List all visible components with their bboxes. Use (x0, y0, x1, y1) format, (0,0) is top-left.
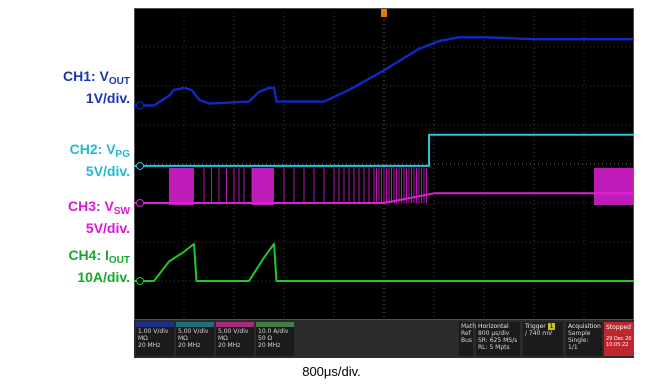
ch2-sub: PG (115, 149, 130, 160)
horizontal-panel[interactable]: Horizontal 800 µs/div SR: 625 MS/s RL: 5… (476, 322, 520, 356)
ch3-status[interactable]: 5.00 V/div MΩ 20 MHz (216, 322, 254, 356)
stop-time: 10:05:22 (606, 342, 629, 348)
ch3-label: CH3: VSW 5V/div. (68, 198, 130, 236)
ch2-ground-marker (136, 161, 144, 170)
waveform-plot (134, 8, 634, 320)
ch1-ground-marker (136, 101, 144, 110)
ref-label: Ref (461, 330, 471, 337)
acquisition-count: Single: 1/1 (568, 337, 589, 351)
stopped-label: Stopped (606, 324, 631, 331)
record-length: RL: 5 Mpts (478, 344, 510, 351)
switching-bursts (169, 167, 634, 205)
switching-burst (169, 167, 194, 205)
ch4-label: CH4: IOUT 10A/div. (68, 247, 130, 285)
stopped-indicator[interactable]: Stopped 29 Dec 20 10:05:22 (604, 322, 634, 356)
trace-ch3 (134, 192, 634, 204)
ch2-status-impedance: MΩ (178, 335, 188, 342)
trace-ch4 (134, 242, 634, 282)
math-ref-bus-button[interactable]: Math Ref Bus (459, 322, 477, 356)
ch3-status-bw: 20 MHz (218, 342, 241, 349)
waveform-traces (134, 36, 634, 282)
ch3-status-scale: 5.00 V/div (218, 328, 249, 335)
ch1-scale: 1V/div. (85, 90, 130, 106)
ch4-scale: 10A/div. (77, 269, 130, 285)
time-per-div-caption: 800μs/div. (302, 364, 361, 379)
graticule-border (134, 8, 634, 320)
trigger-panel[interactable]: Trigger 1 / 740 mV (523, 322, 563, 356)
status-bar: 1.00 V/div MΩ 20 MHz 5.00 V/div MΩ 20 MH… (134, 320, 634, 358)
acquisition-title: Acquisition (568, 323, 601, 330)
ch4-name: CH4: I (68, 247, 109, 263)
ch4-sub: OUT (108, 255, 130, 266)
trigger-title: Trigger 1 (525, 323, 561, 330)
horizontal-scale: 800 µs/div (478, 330, 510, 337)
math-label: Math (461, 323, 477, 330)
acquisition-panel[interactable]: Acquisition Sample Single: 1/1 (566, 322, 602, 356)
trigger-level: / 740 mV (525, 330, 553, 337)
stop-date: 29 Dec 20 (606, 336, 632, 342)
trigger-title-text: Trigger (525, 323, 546, 330)
ch3-status-impedance: MΩ (218, 335, 228, 342)
ch3-sub: SW (113, 206, 130, 217)
trace-ch1 (134, 36, 634, 107)
ch4-ground-marker (136, 277, 144, 285)
switching-burst (594, 167, 634, 205)
ch1-label: CH1: VOUT 1V/div. (63, 68, 130, 106)
ch1-status-impedance: MΩ (138, 335, 148, 342)
ch3-name: CH3: V (67, 198, 114, 214)
ch3-scale: 5V/div. (85, 220, 130, 236)
ch1-status[interactable]: 1.00 V/div MΩ 20 MHz (136, 322, 174, 356)
acquisition-mode: Sample (568, 330, 591, 337)
trace-ch2 (134, 133, 634, 167)
ch1-name: CH1: V (62, 68, 109, 84)
ch1-sub: OUT (108, 76, 130, 87)
ch2-status-bw: 20 MHz (178, 342, 201, 349)
ch4-status[interactable]: 10.0 A/div 50 Ω 20 MHz (256, 322, 294, 356)
ch4-status-scale: 10.0 A/div (258, 328, 289, 335)
ch1-status-bw: 20 MHz (138, 342, 161, 349)
sample-rate: SR: 625 MS/s (478, 337, 518, 344)
ch1-status-scale: 1.00 V/div (138, 328, 169, 335)
ch2-status-scale: 5.00 V/div (178, 328, 209, 335)
ch4-status-bw: 20 MHz (258, 342, 281, 349)
trigger-position-marker (381, 9, 387, 17)
ch2-label: CH2: VPG 5V/div. (70, 141, 130, 179)
ch3-ground-marker (136, 199, 144, 207)
bus-label: Bus (461, 337, 473, 344)
channel-markers (136, 9, 387, 285)
ch2-name: CH2: V (69, 141, 116, 157)
ch2-scale: 5V/div. (85, 163, 130, 179)
trigger-source: 1 (547, 323, 556, 330)
ch4-status-impedance: 50 Ω (258, 335, 273, 342)
horizontal-title: Horizontal (478, 323, 509, 330)
graticule (134, 8, 634, 320)
switching-burst (251, 167, 274, 205)
scope-screen: 1.00 V/div MΩ 20 MHz 5.00 V/div MΩ 20 MH… (134, 8, 634, 358)
ch2-status[interactable]: 5.00 V/div MΩ 20 MHz (176, 322, 214, 356)
